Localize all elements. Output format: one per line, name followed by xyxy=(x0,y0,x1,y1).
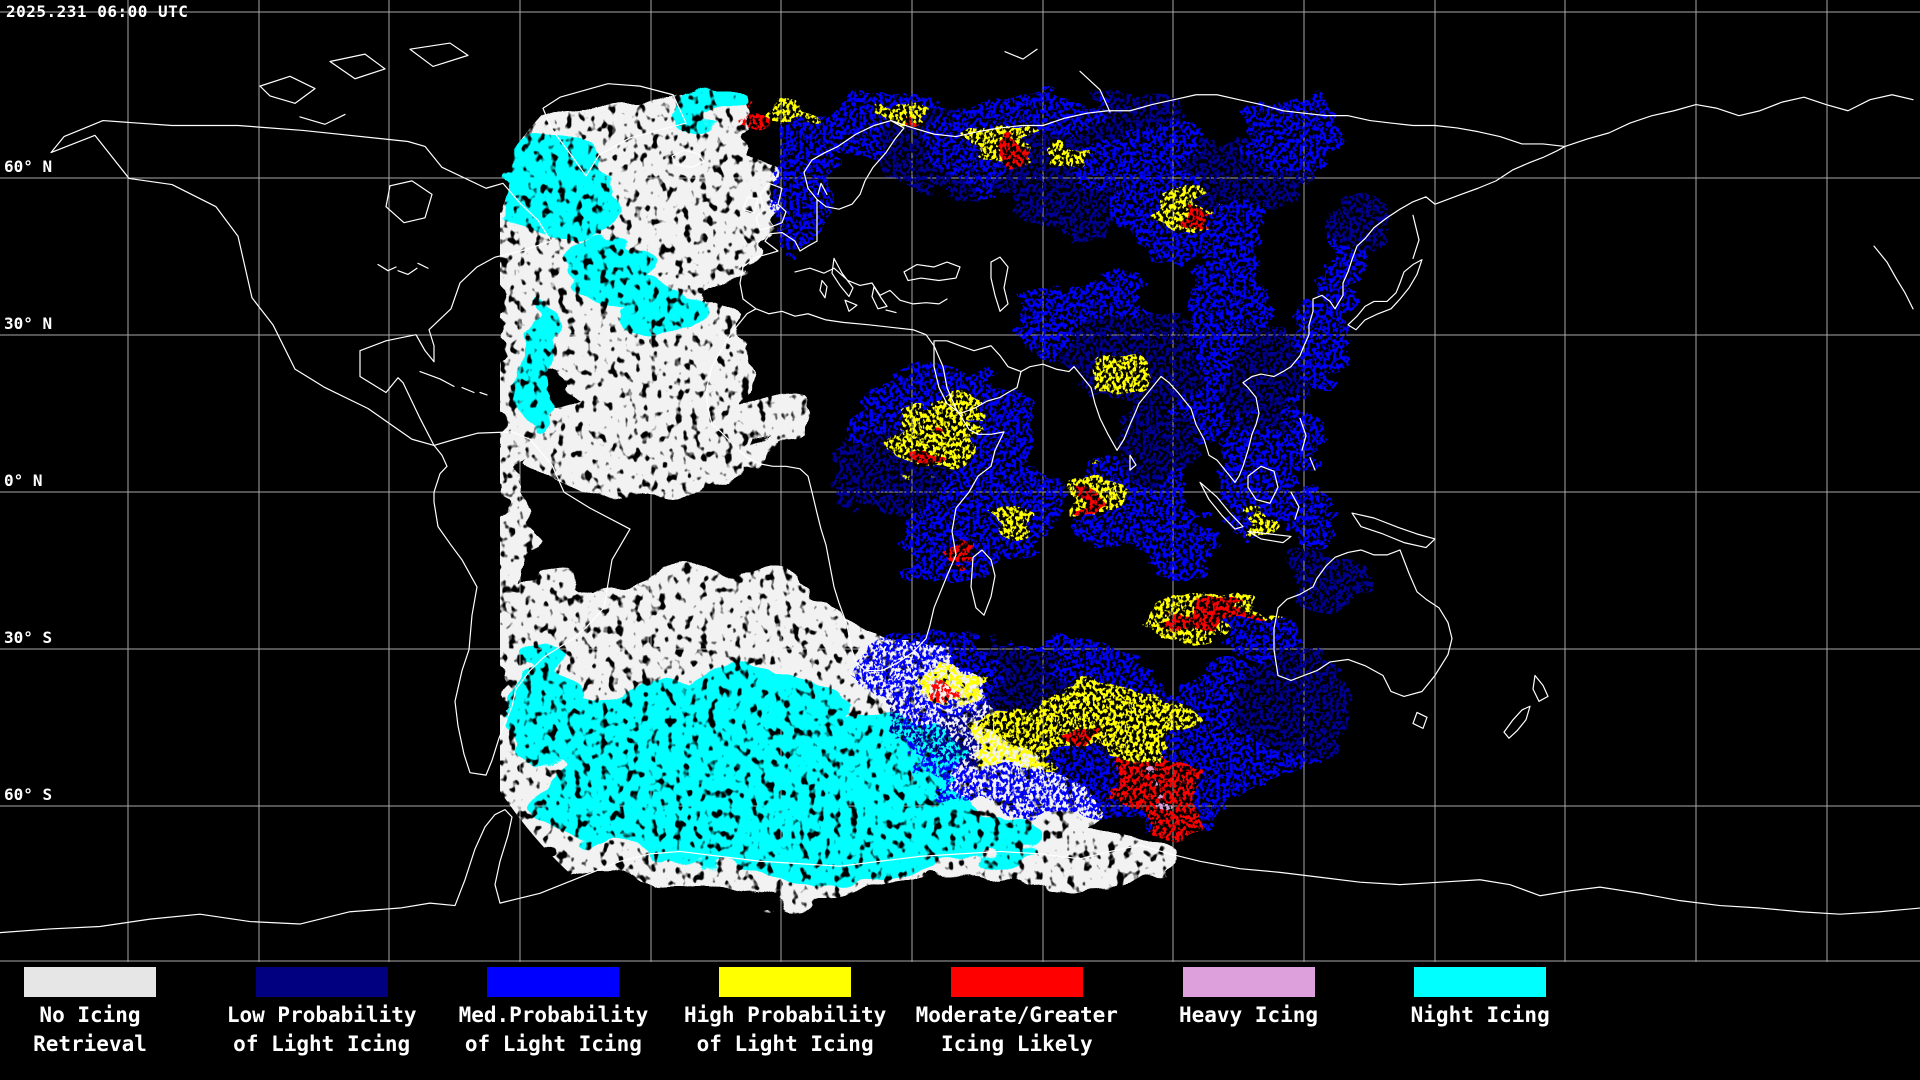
legend-item-med: Med.Probability of Light Icing xyxy=(437,962,669,1059)
legend-item-night: Night Icing xyxy=(1364,962,1596,1030)
icing-region-no_icing xyxy=(520,387,750,499)
latitude-label: 60° N xyxy=(4,157,52,176)
icing-region-moderate xyxy=(906,115,926,131)
coastline-asia-oceania xyxy=(891,95,1913,738)
icing-region-night xyxy=(505,658,585,757)
icing-region-moderate xyxy=(1178,203,1214,228)
icing-region-med xyxy=(1240,100,1340,170)
legend-label-no_icing-line1: No Icing xyxy=(39,1003,141,1027)
latitude-label: 30° N xyxy=(4,314,52,333)
icing-data-layer xyxy=(745,88,1388,843)
icing-region-med xyxy=(772,116,828,253)
icing-region-med xyxy=(900,498,1000,585)
legend-label-med-line2: of Light Icing xyxy=(464,1032,642,1056)
legend-swatch-moderate xyxy=(950,967,1083,997)
icing-region-night xyxy=(518,295,562,443)
coastlines xyxy=(0,43,1920,933)
legend-label-no_icing-line2: Retrieval xyxy=(33,1032,147,1056)
legend-swatch-low xyxy=(255,967,388,997)
icing-region-heavy xyxy=(1142,771,1154,784)
icing-region-no_icing xyxy=(716,393,800,456)
legend-swatch-no_icing xyxy=(24,967,156,997)
icing-region-med xyxy=(1222,418,1288,542)
icing-region-night xyxy=(918,815,1038,865)
icing-region-moderate xyxy=(745,100,769,146)
icing-region-moderate xyxy=(928,679,952,699)
icing-region-high xyxy=(920,664,980,702)
latitude-label: 60° S xyxy=(4,785,52,804)
icing-region-moderate xyxy=(945,543,965,564)
icing-region-moderate xyxy=(1071,488,1099,511)
legend-label-moderate-line1: Moderate/Greater xyxy=(915,1003,1118,1027)
icing-region-moderate xyxy=(909,442,941,468)
icing-region-no_icing xyxy=(1000,834,1180,889)
latitude-labels: 60° N 30° N 0° N 30° S 60° S xyxy=(4,157,52,804)
legend-item-low: Low Probability of Light Icing xyxy=(206,962,438,1059)
icing-region-low xyxy=(1332,191,1388,252)
coastline-arctic-islands xyxy=(260,43,1110,124)
legend-swatch-heavy xyxy=(1182,967,1315,997)
icing-region-high xyxy=(1045,141,1095,167)
legend-label-heavy-line1: Heavy Icing xyxy=(1178,1003,1319,1027)
legend-label-moderate-line2: Icing Likely xyxy=(940,1032,1093,1056)
legend-label-high-line1: High Probability xyxy=(683,1003,887,1027)
legend-item-high: High Probability of Light Icing xyxy=(669,962,901,1059)
coastline-americas xyxy=(51,84,704,775)
icing-region-low xyxy=(1232,652,1352,751)
legend-label-low-line1: Low Probability xyxy=(226,1003,417,1027)
icing-region-moderate xyxy=(1065,719,1095,745)
icing-region-high xyxy=(1090,356,1150,394)
timestamp: 2025.231 06:00 UTC xyxy=(6,2,189,21)
icing-region-night xyxy=(667,95,737,126)
icing-region-night xyxy=(567,227,657,302)
legend-label-high-line2: of Light Icing xyxy=(696,1032,874,1056)
legend-label-med-line1: Med.Probability xyxy=(458,1003,649,1027)
latitude-label: 0° N xyxy=(4,471,43,490)
coastline-antarctica xyxy=(0,810,1920,933)
icing-region-low xyxy=(1120,406,1200,480)
legend-swatch-high xyxy=(719,967,852,997)
icing-region-high xyxy=(1135,701,1195,739)
icing-region-no_icing xyxy=(640,110,760,180)
legend: No Icing Retrieval Low Probability of Light… xyxy=(0,962,1920,1080)
icing-region-high xyxy=(937,391,987,421)
legend-label-night-line1: Night Icing xyxy=(1410,1003,1550,1027)
icing-region-med xyxy=(1010,88,1110,133)
legend-swatch-night xyxy=(1414,967,1547,997)
coastline-europe-africa xyxy=(706,121,1008,671)
icing-region-high xyxy=(1242,514,1278,539)
icing-region-night xyxy=(665,664,855,776)
latitude-label: 30° S xyxy=(4,628,52,647)
icing-region-heavy xyxy=(1154,788,1170,806)
icing-region-med xyxy=(1276,396,1324,471)
icing-region-night xyxy=(530,771,650,853)
map-content xyxy=(0,43,1920,933)
legend-item-moderate: Moderate/Greater Icing Likely xyxy=(901,962,1133,1059)
icing-region-night xyxy=(620,285,700,335)
icing-region-high xyxy=(985,502,1035,532)
legend-label-low-line2: of Light Icing xyxy=(233,1032,411,1056)
icing-region-med xyxy=(1222,621,1302,659)
icing-region-med xyxy=(1140,510,1220,573)
icing-region-moderate xyxy=(998,137,1022,158)
icing-region-med xyxy=(1292,295,1348,394)
world-icing-map: 60° N 30° N 0° N 30° S 60° S xyxy=(0,0,1920,962)
legend-item-no_icing: No Icing Retrieval xyxy=(0,962,206,1059)
icing-region-moderate xyxy=(1142,773,1198,843)
legend-swatch-med xyxy=(487,967,620,997)
legend-item-heavy: Heavy Icing xyxy=(1133,962,1365,1030)
icing-region-low xyxy=(1292,546,1368,606)
icing-region-high xyxy=(970,708,1070,768)
icing-region-med xyxy=(1316,233,1364,308)
